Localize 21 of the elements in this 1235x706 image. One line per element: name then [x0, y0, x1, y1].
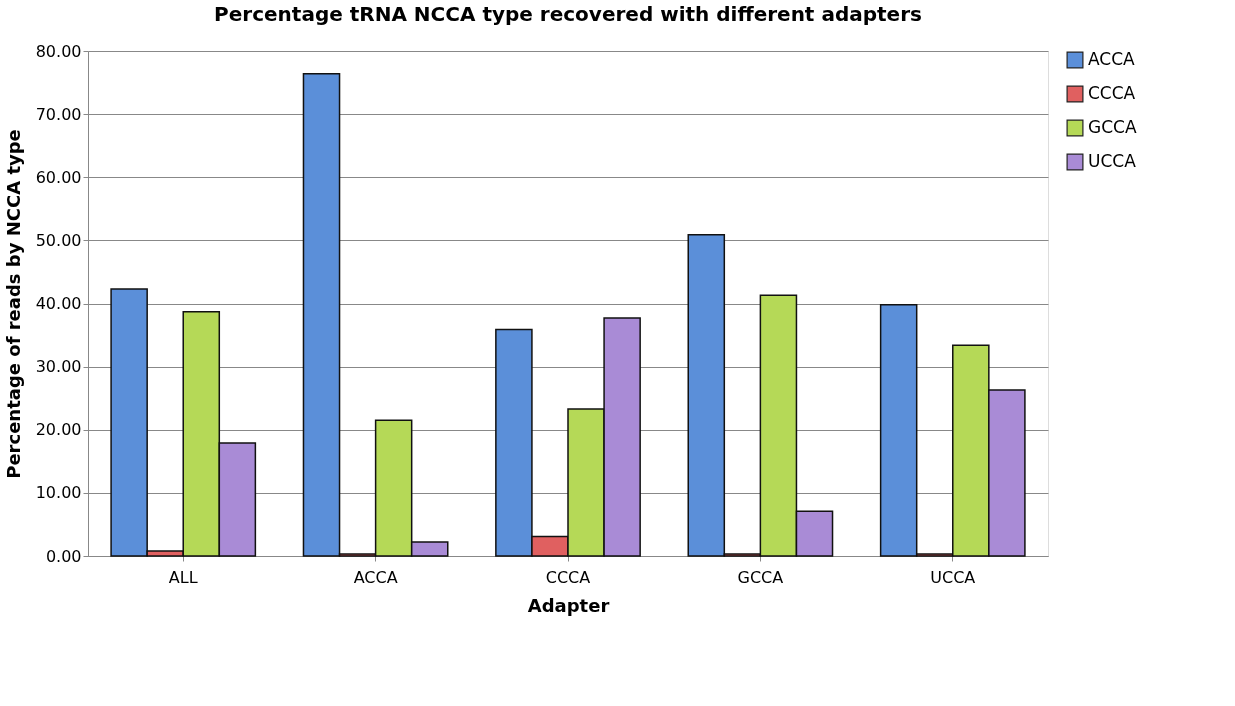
y-tick-label: 50.00: [35, 230, 82, 250]
y-tick-label: 80.00: [35, 41, 82, 61]
legend-label: UCCA: [1088, 151, 1137, 171]
chart-title: Percentage tRNA NCCA type recovered with different adapters: [214, 2, 922, 26]
x-tick-label: UCCA: [930, 567, 976, 587]
y-tick-label: 30.00: [35, 357, 82, 377]
y-tick-label: 70.00: [35, 104, 82, 124]
legend-label: CCCA: [1088, 83, 1136, 103]
y-tick-label: 60.00: [35, 167, 82, 187]
y-tick-label: 0.00: [45, 546, 82, 566]
legend-label: ACCA: [1088, 49, 1136, 69]
x-tick-label: CCCA: [545, 567, 591, 587]
y-tick-label: 40.00: [35, 294, 82, 313]
x-tick-label: GCCA: [737, 567, 784, 587]
x-tick-label: ACCA: [353, 567, 398, 587]
y-tick-label: 20.00: [35, 420, 82, 440]
x-axis-title: Adapter: [527, 594, 610, 616]
y-tick-label: 10.00: [35, 483, 82, 503]
y-axis-title: Percentage of reads by NCCA type: [2, 129, 24, 479]
x-tick-label: ALL: [168, 567, 198, 587]
legend-label: GCCA: [1088, 117, 1137, 137]
